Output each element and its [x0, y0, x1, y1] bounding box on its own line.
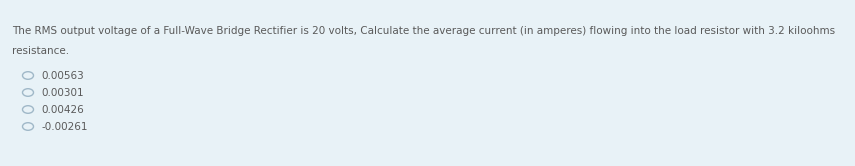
- Text: 0.00426: 0.00426: [42, 105, 85, 115]
- Text: 0.00301: 0.00301: [42, 87, 84, 97]
- Text: The RMS output voltage of a Full-Wave Bridge Rectifier is 20 volts, Calculate th: The RMS output voltage of a Full-Wave Br…: [12, 26, 835, 36]
- Ellipse shape: [22, 106, 33, 113]
- Text: 0.00563: 0.00563: [42, 71, 85, 81]
- Text: resistance.: resistance.: [12, 46, 69, 56]
- Ellipse shape: [22, 89, 33, 96]
- Ellipse shape: [22, 123, 33, 130]
- Text: -0.00261: -0.00261: [42, 122, 88, 131]
- Ellipse shape: [22, 72, 33, 79]
